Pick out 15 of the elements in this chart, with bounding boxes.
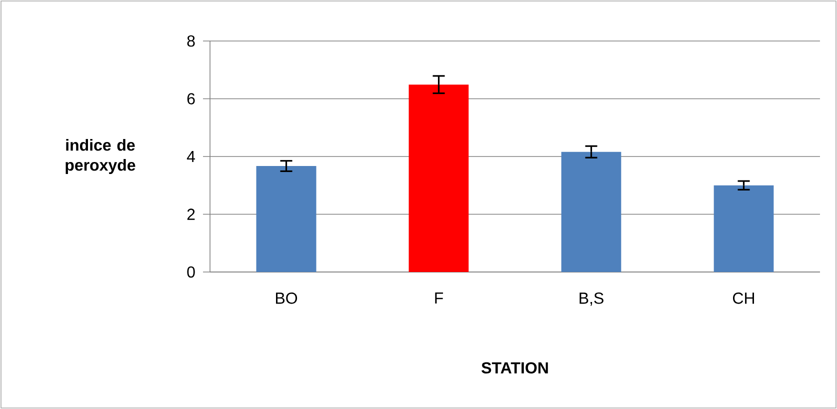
x-tick-label: B,S xyxy=(580,292,604,306)
x-axis-title: STATION xyxy=(482,362,548,374)
x-tick-label: CH xyxy=(733,292,754,304)
bar xyxy=(408,84,469,272)
y-axis-title: indice de peroxyde xyxy=(66,139,136,174)
y-tick-label: 4 xyxy=(186,150,195,162)
x-tick-label: F xyxy=(435,292,443,304)
bar xyxy=(561,152,622,272)
bar xyxy=(714,185,774,272)
y-tick-label: 8 xyxy=(187,35,195,47)
y-tick-label: 0 xyxy=(187,266,195,278)
x-tick-label: BO xyxy=(276,292,298,304)
y-tick-label: 2 xyxy=(187,208,195,220)
y-tick-label: 6 xyxy=(187,93,195,104)
bar xyxy=(256,166,316,272)
